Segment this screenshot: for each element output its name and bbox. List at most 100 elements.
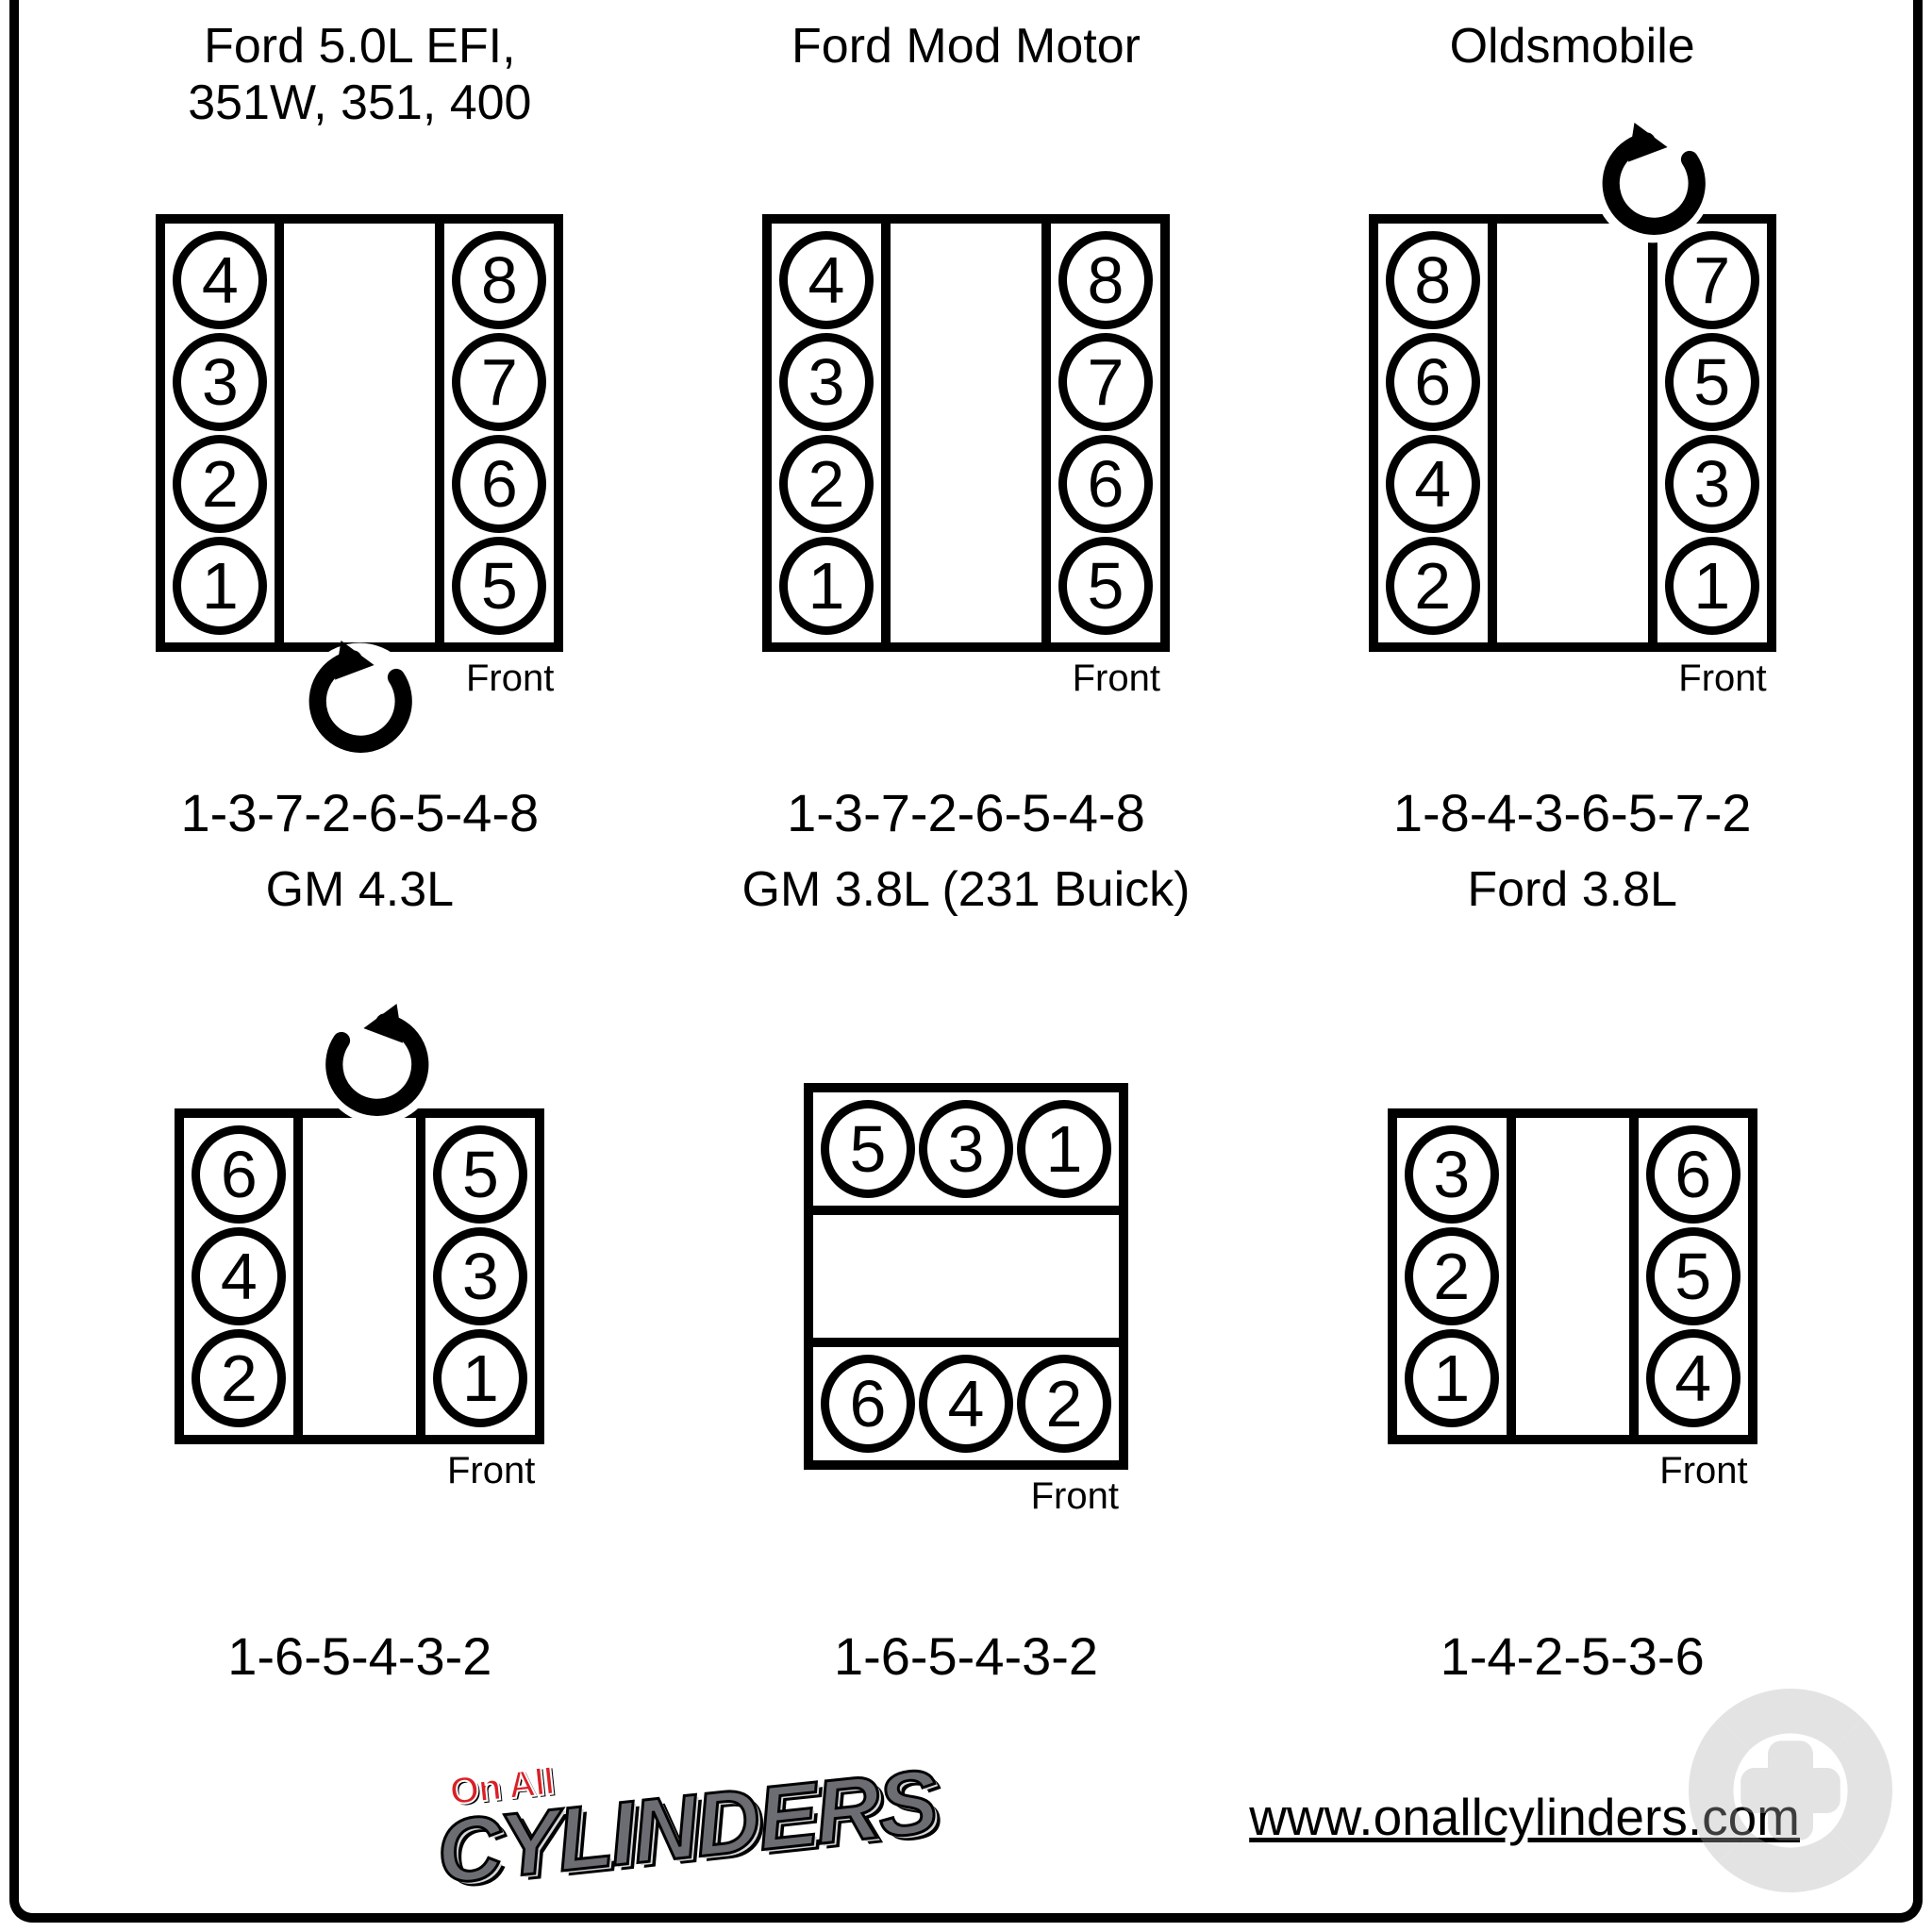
- engine-block: 4321 8765: [156, 214, 563, 652]
- plus-badge-icon: [1677, 1677, 1904, 1904]
- engine-gm-4-3: GM 4.3L 642 531 Front 1-6-5-4-3-2: [57, 862, 663, 1706]
- engine-title: Ford 5.0L EFI, 351W, 351, 400: [188, 19, 531, 142]
- front-label: Front: [1369, 658, 1776, 700]
- cylinder-1: 1: [173, 537, 267, 635]
- left-bank: 4321: [762, 214, 891, 652]
- engine-block: 321 654: [1388, 1108, 1757, 1444]
- engine-title: Ford 3.8L: [1467, 862, 1677, 985]
- cylinder-1: 1: [1405, 1329, 1499, 1427]
- cylinder-3: 3: [173, 333, 267, 431]
- cylinder-5: 5: [1058, 537, 1153, 635]
- site-logo: On AllCYLINDERS: [429, 1722, 940, 1892]
- cylinder-2: 2: [173, 435, 267, 533]
- block-center: [303, 1108, 416, 1444]
- left-bank: 8642: [1369, 214, 1497, 652]
- cylinder-4: 4: [1646, 1329, 1740, 1427]
- cylinder-7: 7: [1665, 231, 1759, 329]
- cylinder-4: 4: [192, 1227, 286, 1325]
- right-bank: 654: [1629, 1108, 1757, 1444]
- engine-block: 4321 8765: [762, 214, 1170, 652]
- cylinder-6: 6: [452, 435, 546, 533]
- footer: On AllCYLINDERSwww.onallcylinders.com: [57, 1706, 1875, 1875]
- cylinder-2: 2: [1017, 1355, 1111, 1453]
- cylinder-1: 1: [1665, 537, 1759, 635]
- cylinder-8: 8: [452, 231, 546, 329]
- cylinder-4: 4: [1386, 435, 1480, 533]
- right-bank: 7531: [1648, 214, 1776, 652]
- right-bank: 8765: [435, 214, 563, 652]
- block-center: [1516, 1108, 1629, 1444]
- engine-ford-5-0: Ford 5.0L EFI, 351W, 351, 400 4321 8765 Fro…: [57, 19, 663, 862]
- cylinder-6: 6: [1386, 333, 1480, 431]
- engine-block-wrap: 43218765Front: [673, 142, 1260, 773]
- cylinder-5: 5: [433, 1125, 527, 1224]
- cylinder-5: 5: [1665, 333, 1759, 431]
- diagram-frame: Ford 5.0L EFI, 351W, 351, 40043218765Fro…: [9, 0, 1923, 1923]
- left-bank: 321: [1388, 1108, 1516, 1444]
- engine-ford-mod: Ford Mod Motor43218765Front1-3-7-2-6-5-4…: [663, 19, 1270, 862]
- front-wrap: 531 642 Front: [804, 1083, 1128, 1518]
- engine-olds: Oldsmobile86427531Front1-8-4-3-6-5-7-2: [1269, 19, 1875, 862]
- left-bank: 4321: [156, 214, 284, 652]
- cylinder-7: 7: [452, 333, 546, 431]
- cylinder-2: 2: [1405, 1227, 1499, 1325]
- cylinder-2: 2: [1386, 537, 1480, 635]
- cylinder-1: 1: [1017, 1100, 1111, 1198]
- cylinder-5: 5: [1646, 1227, 1740, 1325]
- cylinder-8: 8: [1058, 231, 1153, 329]
- engine-block-wrap: 8642 7531 Front: [1278, 142, 1866, 773]
- front-wrap: 43218765Front: [762, 214, 1170, 700]
- block-center: [1497, 214, 1648, 652]
- cylinder-2: 2: [192, 1329, 286, 1427]
- right-bank: 8765: [1041, 214, 1170, 652]
- front-label: Front: [175, 1450, 544, 1492]
- block-center: [284, 214, 435, 652]
- firing-order: 1-3-7-2-6-5-4-8: [180, 782, 539, 843]
- engine-block-wrap: 642 531 Front: [66, 985, 654, 1616]
- front-wrap: 642 531 Front: [175, 1108, 544, 1492]
- cylinder-3: 3: [1405, 1125, 1499, 1224]
- engine-title: GM 3.8L (231 Buick): [742, 862, 1191, 985]
- cylinder-5: 5: [452, 537, 546, 635]
- firing-order: 1-4-2-5-3-6: [1441, 1625, 1705, 1687]
- engine-block-wrap: 321 654 Front: [1278, 985, 1866, 1616]
- firing-order: 1-6-5-4-3-2: [227, 1625, 491, 1687]
- engine-grid: Ford 5.0L EFI, 351W, 351, 40043218765Fro…: [19, 0, 1913, 1913]
- cylinder-2: 2: [779, 435, 874, 533]
- cylinder-6: 6: [192, 1125, 286, 1224]
- block-center: [891, 214, 1041, 652]
- engine-block-wrap: 4321 8765 Front: [66, 142, 654, 773]
- bottom-row: 642: [804, 1338, 1128, 1470]
- cylinder-4: 4: [919, 1355, 1013, 1453]
- cylinder-6: 6: [821, 1355, 915, 1453]
- engine-ford-3-8: Ford 3.8L 321 654 Front 1-4-2-5-3-6: [1269, 862, 1875, 1706]
- engine-block-wrap: 531 642 Front: [673, 985, 1260, 1616]
- engine-title: Oldsmobile: [1450, 19, 1695, 142]
- cylinder-8: 8: [1386, 231, 1480, 329]
- front-label: Front: [804, 1475, 1128, 1518]
- block-center: [804, 1215, 1128, 1338]
- cylinder-7: 7: [1058, 333, 1153, 431]
- cylinder-3: 3: [1665, 435, 1759, 533]
- engine-title: Ford Mod Motor: [791, 19, 1141, 142]
- front-wrap: 8642 7531 Front: [1369, 214, 1776, 700]
- front-label: Front: [1388, 1450, 1757, 1492]
- engine-block: 642 531: [175, 1108, 544, 1444]
- cylinder-4: 4: [173, 231, 267, 329]
- engine-block: 531 642: [804, 1083, 1128, 1470]
- engine-title: GM 4.3L: [266, 862, 454, 985]
- top-row: 531: [804, 1083, 1128, 1215]
- cylinder-1: 1: [779, 537, 874, 635]
- firing-order: 1-3-7-2-6-5-4-8: [787, 782, 1145, 843]
- cylinder-3: 3: [919, 1100, 1013, 1198]
- cylinder-1: 1: [433, 1329, 527, 1427]
- right-bank: 531: [416, 1108, 544, 1444]
- front-label: Front: [156, 658, 563, 700]
- left-bank: 642: [175, 1108, 303, 1444]
- engine-gm-3-8: GM 3.8L (231 Buick) 531 642 Front 1-6-5-4-3-…: [663, 862, 1270, 1706]
- cylinder-5: 5: [821, 1100, 915, 1198]
- firing-order: 1-6-5-4-3-2: [834, 1625, 1098, 1687]
- cylinder-3: 3: [433, 1227, 527, 1325]
- front-wrap: 321 654 Front: [1388, 1108, 1757, 1492]
- engine-block: 8642 7531: [1369, 214, 1776, 652]
